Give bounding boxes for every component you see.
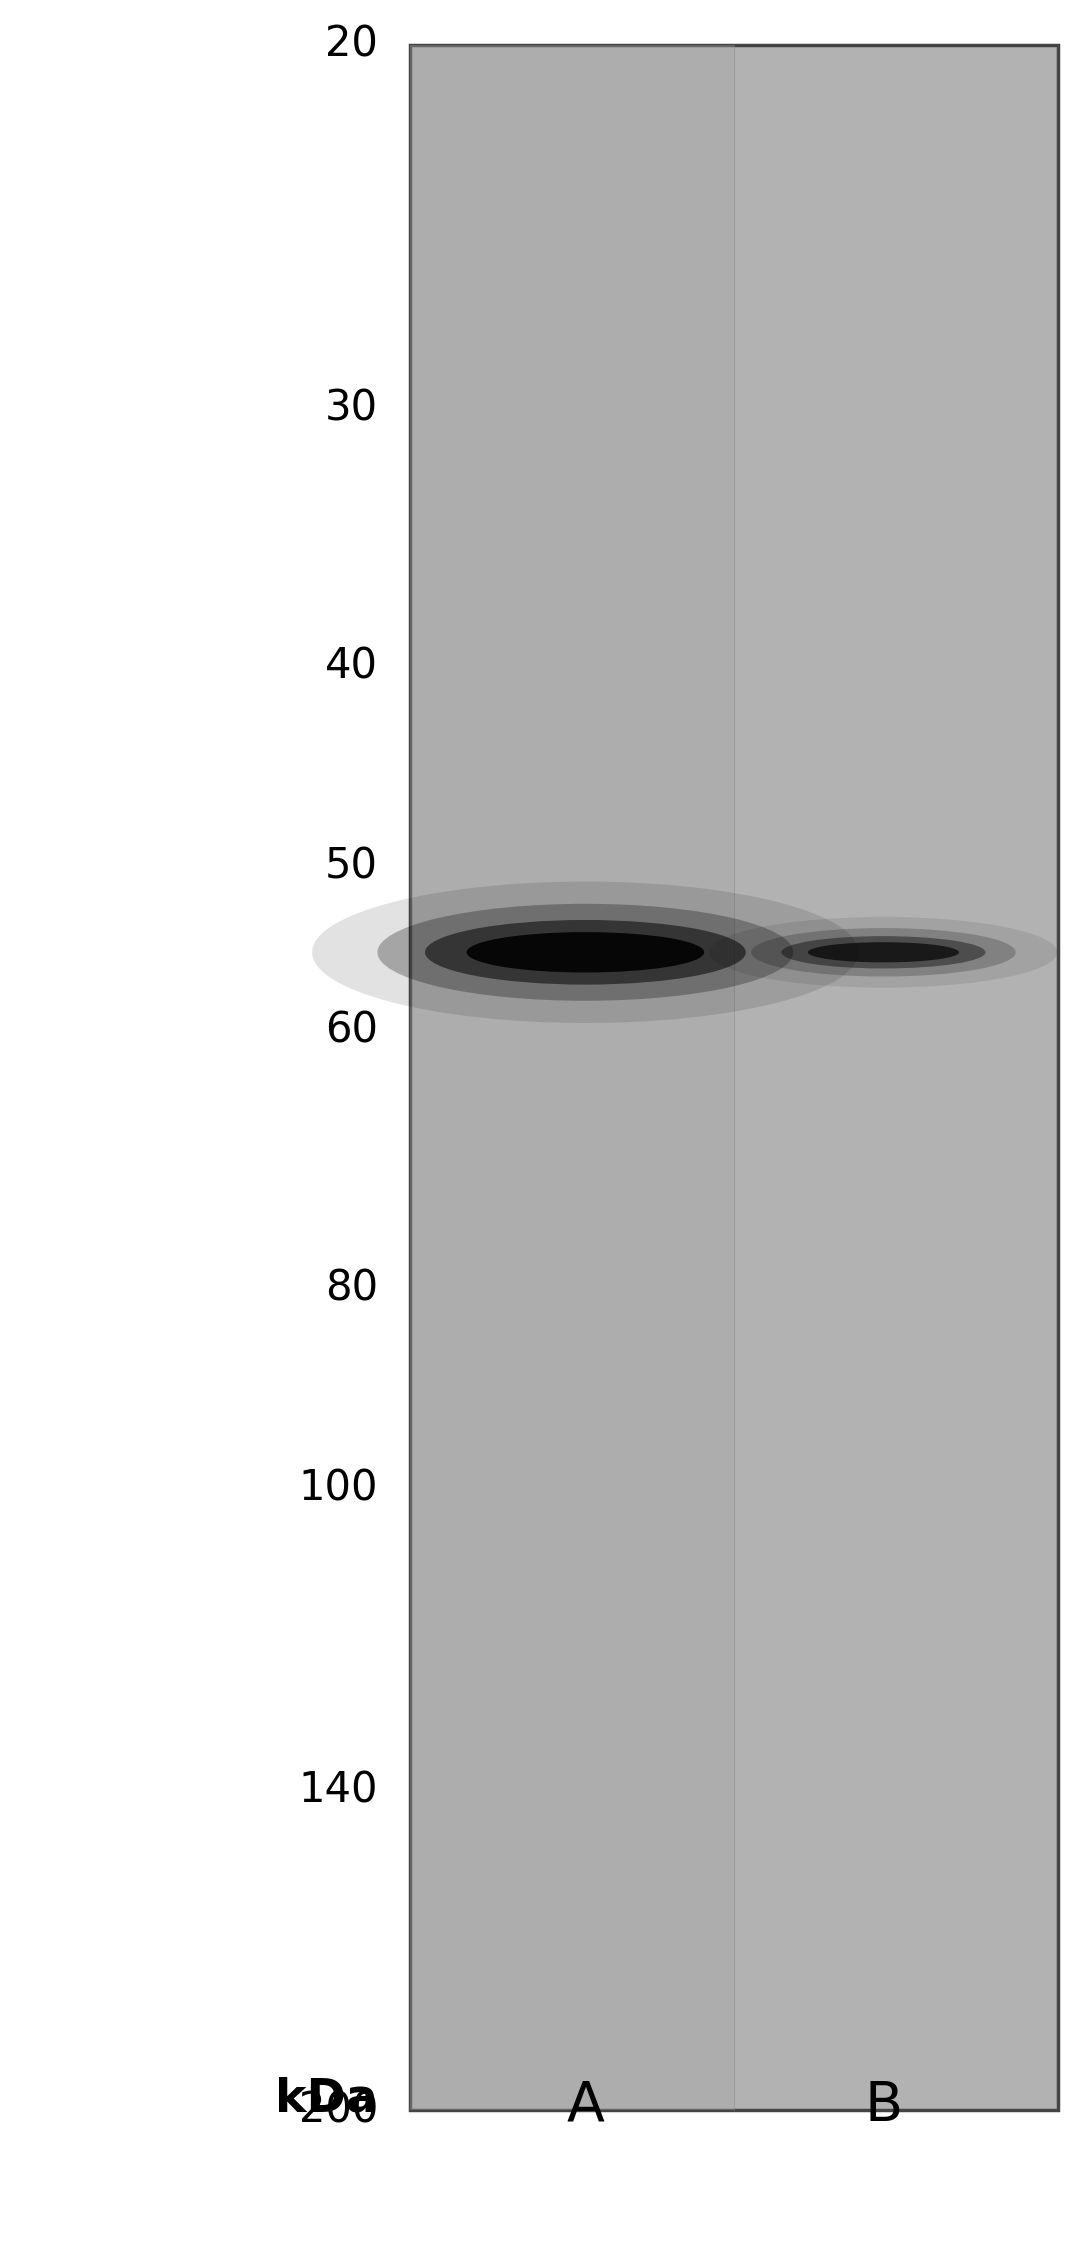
- Text: 50: 50: [325, 846, 378, 887]
- Ellipse shape: [467, 932, 704, 972]
- Text: 140: 140: [298, 1769, 378, 1812]
- Ellipse shape: [312, 882, 859, 1024]
- Text: A: A: [566, 2079, 605, 2133]
- Text: 30: 30: [325, 388, 378, 429]
- Bar: [410, 45, 734, 2110]
- Ellipse shape: [752, 927, 1015, 977]
- Text: 80: 80: [325, 1268, 378, 1309]
- Text: 20: 20: [325, 25, 378, 65]
- Ellipse shape: [426, 920, 745, 986]
- Text: 200: 200: [299, 2090, 378, 2131]
- Ellipse shape: [782, 936, 986, 968]
- Text: 100: 100: [298, 1468, 378, 1509]
- Ellipse shape: [378, 905, 793, 1001]
- Text: 60: 60: [325, 1010, 378, 1051]
- Text: B: B: [864, 2079, 903, 2133]
- Bar: [410, 45, 1058, 2110]
- Text: 40: 40: [325, 647, 378, 687]
- Ellipse shape: [710, 916, 1057, 988]
- Ellipse shape: [808, 943, 959, 963]
- Text: kDa: kDa: [275, 2077, 378, 2122]
